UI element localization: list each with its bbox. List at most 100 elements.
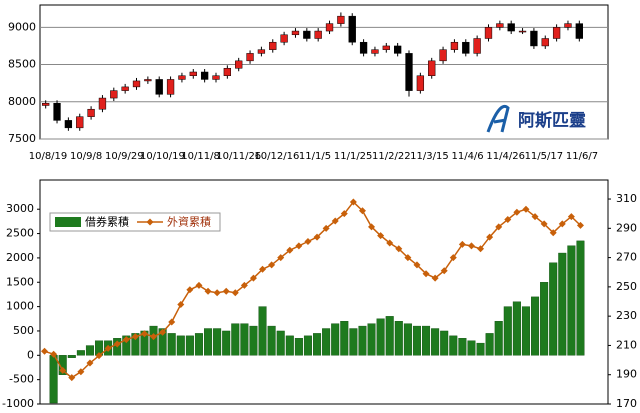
line-marker	[549, 229, 557, 237]
candle-body	[314, 30, 322, 39]
y-tick-label: 2500	[6, 227, 34, 240]
bar	[440, 330, 449, 356]
candle-body	[530, 30, 538, 47]
line-marker	[440, 267, 448, 275]
candle-body	[564, 23, 572, 28]
candle-body	[246, 53, 254, 62]
candle-body	[496, 23, 504, 28]
legend-box	[49, 212, 221, 232]
line-marker	[140, 330, 148, 338]
candle-body	[575, 23, 583, 39]
line-marker	[195, 281, 203, 289]
bar	[567, 245, 576, 356]
bar	[258, 306, 267, 356]
line-marker	[249, 274, 257, 282]
candle-body	[178, 75, 186, 80]
line-marker	[522, 205, 530, 213]
line-marker	[86, 359, 94, 367]
bar	[276, 330, 285, 356]
x-tick-label: 11/3/15	[410, 151, 449, 162]
candle-body	[166, 79, 175, 95]
y-tick-label: 8500	[8, 58, 36, 71]
bar	[540, 282, 549, 356]
line-marker	[413, 261, 421, 269]
legend-marker	[146, 218, 154, 226]
candle-body	[405, 53, 413, 91]
x-tick-label: 10/9/29	[105, 151, 144, 162]
line-marker	[431, 274, 439, 282]
bar	[458, 338, 467, 356]
bar	[240, 323, 249, 356]
candle-body	[144, 79, 152, 82]
bar	[249, 325, 258, 356]
candle-body	[280, 34, 288, 43]
y-tick-label: 7500	[8, 132, 36, 145]
bar	[503, 306, 512, 356]
line-marker	[204, 287, 212, 295]
y-tick-label: -500	[9, 373, 34, 386]
logo-icon	[486, 105, 510, 133]
bar	[176, 335, 185, 356]
bar	[340, 321, 349, 356]
x-tick-label: 11/2/22	[372, 151, 411, 162]
bar	[376, 318, 385, 356]
y-tick-label: 9000	[8, 20, 36, 33]
candle-body	[76, 116, 84, 129]
line-marker	[177, 300, 185, 308]
line-marker	[104, 344, 112, 352]
logo: 阿斯匹靈	[486, 105, 586, 133]
legend-label: 外資累積	[167, 215, 211, 229]
candle-body	[42, 103, 50, 106]
bar	[576, 240, 585, 356]
candle-body	[507, 23, 515, 32]
candle-body	[110, 90, 118, 99]
bar	[531, 296, 540, 356]
bar	[403, 323, 412, 356]
bar	[422, 325, 431, 356]
bar	[67, 355, 76, 358]
candle-body	[132, 80, 141, 88]
line-marker	[59, 366, 67, 374]
x-tick-label: 11/1/5	[299, 151, 331, 162]
candle-body	[337, 15, 345, 24]
line-marker	[159, 328, 167, 336]
x-tick-label: 11/1/25	[334, 151, 373, 162]
line-marker	[240, 281, 248, 289]
line-marker	[122, 336, 130, 344]
line-marker	[368, 223, 376, 231]
candle-body	[291, 30, 300, 36]
candle-body	[98, 97, 107, 110]
x-tick-label: 11/4/26	[486, 151, 525, 162]
bar	[303, 335, 312, 356]
line-marker	[513, 208, 521, 216]
x-tick-label: 10/9/8	[70, 151, 102, 162]
line-marker	[50, 350, 58, 358]
line-marker	[531, 213, 539, 221]
bar	[449, 335, 458, 356]
line-marker	[504, 216, 512, 224]
x-tick-label: 10/12/16	[254, 151, 299, 162]
line-marker	[68, 374, 76, 382]
bar	[194, 333, 203, 356]
candle-body	[462, 41, 470, 54]
candle-body	[200, 71, 209, 80]
x-tick-label: 11/6/7	[566, 151, 598, 162]
bar	[558, 252, 567, 356]
line-marker	[358, 207, 366, 215]
line-marker	[340, 210, 348, 218]
y-tick-label: 1500	[6, 275, 34, 288]
line-marker	[331, 217, 339, 225]
line-marker	[558, 220, 566, 228]
line-marker	[41, 347, 49, 355]
candle-body	[541, 38, 549, 47]
bar	[412, 325, 421, 356]
bar	[85, 345, 94, 356]
candle-body	[416, 75, 425, 91]
bar	[322, 328, 331, 356]
x-tick-label: 10/11/8	[181, 151, 220, 162]
bar	[358, 325, 367, 356]
y-tick-label: -1000	[2, 397, 34, 410]
candle-body	[450, 41, 459, 50]
bar	[204, 328, 213, 356]
